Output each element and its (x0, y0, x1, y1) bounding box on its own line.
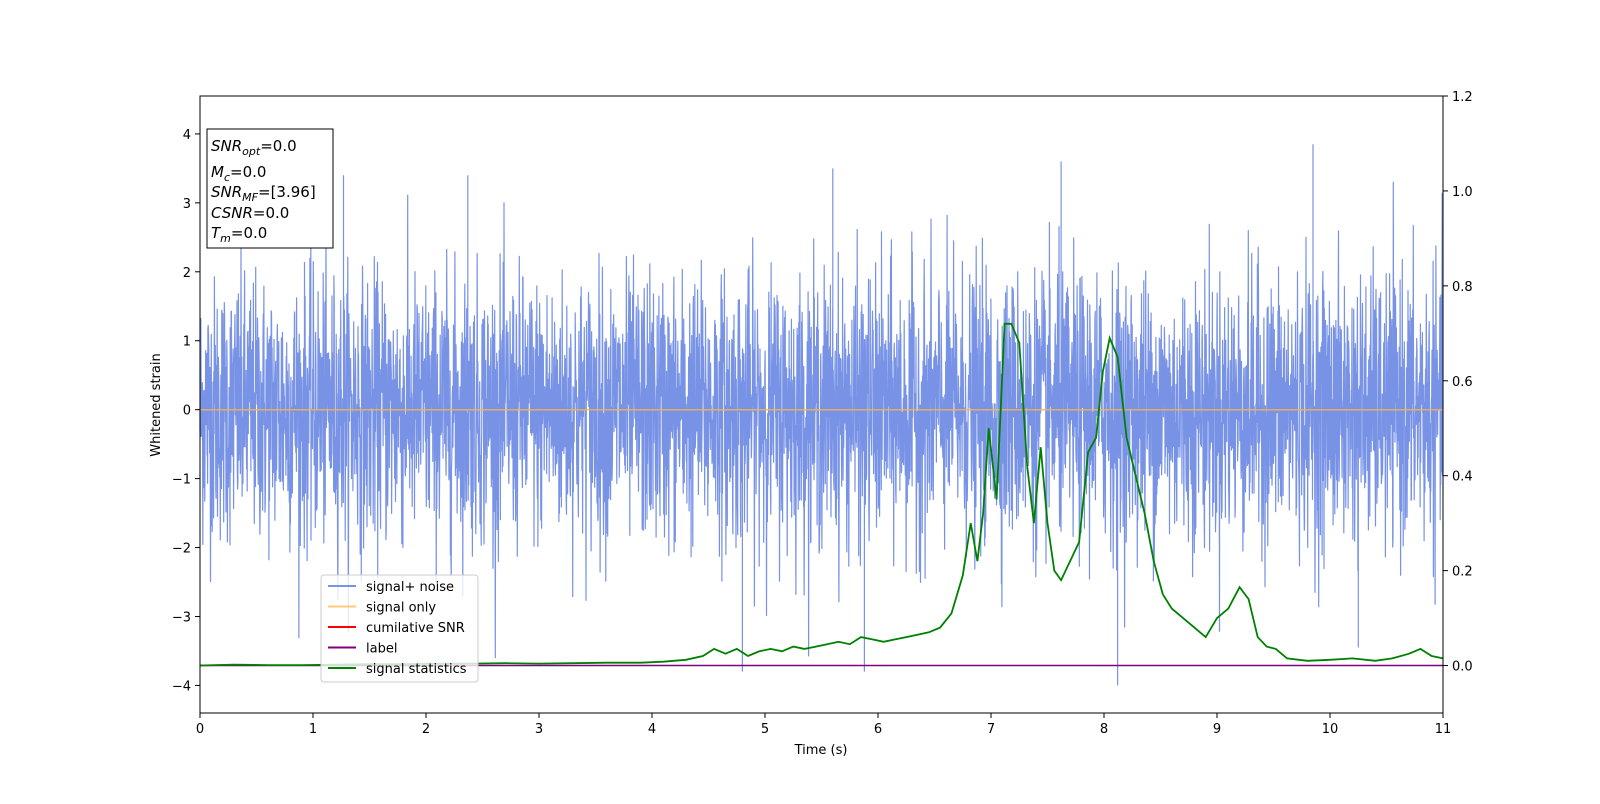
y-right-tick-label: 1.0 (1452, 185, 1473, 200)
x-tick-label: 3 (535, 722, 543, 737)
legend-label: signal statistics (366, 662, 467, 677)
x-tick-label: 4 (648, 722, 656, 737)
x-tick-label: 10 (1322, 722, 1339, 737)
x-tick-label: 8 (1100, 722, 1108, 737)
stats-tm-value: =0.0 (231, 224, 267, 242)
y-left-tick-label: 1 (183, 335, 191, 350)
stats-snr-opt-base: SNR (211, 137, 242, 155)
legend-label: cumilative SNR (366, 621, 465, 636)
stats-snr-mf: SNRMF=[3.96] (211, 183, 316, 204)
x-tick-label: 5 (761, 722, 769, 737)
y-right-tick-label: 0.6 (1452, 375, 1473, 390)
legend: signal+ noise signal only cumilative SNR la… (320, 574, 479, 683)
stats-mc-value: =0.0 (230, 163, 266, 181)
x-tick-label: 2 (422, 722, 430, 737)
legend-label: signal+ noise (366, 580, 454, 595)
series-signal-statistics (199, 322, 1444, 667)
stats-tm: Tm=0.0 (211, 224, 267, 245)
stats-box-frame (206, 128, 334, 249)
y-axis-right: 0.0 0.2 0.4 0.6 0.8 1.0 1.2 (1443, 90, 1473, 675)
stats-snr-opt-sub: opt (242, 145, 261, 158)
y-right-tick-label: 0.8 (1452, 280, 1473, 295)
y-left-tick-label: −3 (172, 610, 191, 625)
series-signal-noise (199, 144, 1444, 686)
y-right-tick-label: 0.0 (1452, 660, 1473, 675)
stats-csnr-value: =0.0 (253, 204, 289, 222)
stats-mc: Mc=0.0 (211, 163, 266, 184)
x-axis: 0 1 2 3 4 5 6 7 8 9 10 11 (196, 713, 1451, 737)
y-left-tick-label: 0 (183, 404, 191, 419)
stats-snr-opt-value: =0.0 (260, 137, 296, 155)
stats-box: SNRopt=0.0 Mc=0.0 SNRMF=[3.96] CSNR=0.0 … (206, 128, 334, 249)
stats-tm-sub: m (220, 232, 231, 245)
y-right-tick-label: 1.2 (1452, 90, 1473, 105)
stats-snr-mf-value: =[3.96] (258, 183, 316, 201)
y-left-tick-label: 3 (183, 197, 191, 212)
x-axis-label: Time (s) (794, 743, 848, 758)
legend-label: label (366, 642, 397, 657)
x-tick-label: 11 (1435, 722, 1452, 737)
x-tick-label: 1 (309, 722, 317, 737)
x-tick-label: 9 (1213, 722, 1221, 737)
x-tick-label: 0 (196, 722, 204, 737)
legend-label: signal only (366, 601, 436, 616)
y-right-tick-label: 0.4 (1452, 470, 1473, 485)
y-right-tick-label: 0.2 (1452, 565, 1473, 580)
stats-snr-mf-base: SNR (211, 183, 242, 201)
y-axis-label: Whitened strain (149, 353, 164, 456)
x-tick-label: 6 (874, 722, 882, 737)
y-left-tick-label: 4 (183, 128, 191, 143)
stats-tm-base: T (211, 224, 222, 242)
stats-csnr: CSNR=0.0 (211, 204, 289, 222)
stats-snr-opt: SNRopt=0.0 (211, 137, 297, 158)
stats-snr-mf-sub: MF (242, 191, 258, 204)
y-left-tick-label: −4 (172, 679, 191, 694)
x-tick-label: 7 (987, 722, 995, 737)
plot-frame (199, 95, 1444, 714)
y-left-tick-label: −1 (172, 473, 191, 488)
stats-mc-sub: c (224, 171, 230, 184)
legend-frame (320, 574, 479, 683)
y-left-tick-label: −2 (172, 542, 191, 557)
y-axis-left: −4 −3 −2 −1 0 1 2 3 4 (172, 128, 200, 694)
stats-csnr-base: CSNR (211, 204, 253, 222)
y-left-tick-label: 2 (183, 266, 191, 281)
noise-series-layer (199, 144, 1444, 686)
stats-mc-base: M (211, 163, 224, 181)
